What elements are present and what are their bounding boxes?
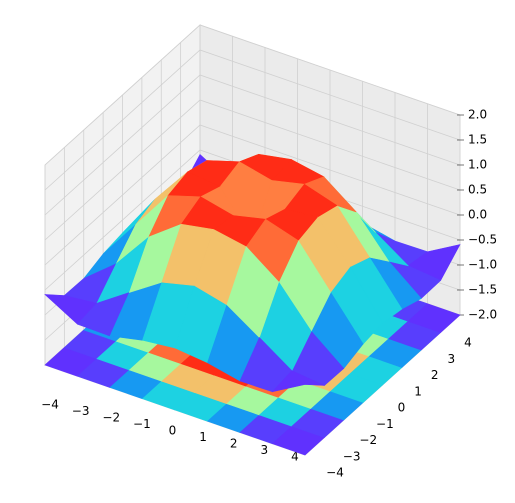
x-tick-label: 3 [261,443,269,457]
y-tick-label: −3 [343,449,361,463]
z-tick-label: 0.5 [468,183,487,197]
z-tick-label: 1.5 [468,133,487,147]
grid-line [44,149,461,291]
x-tick-label: 0 [169,424,177,438]
y-tick-label: 0 [398,401,406,415]
x-tick-label: −1 [133,417,151,431]
z-tick-label: 1.0 [468,158,487,172]
z-tick-label: −1.0 [468,258,497,272]
grid-line [44,74,461,216]
x-tick-label: 1 [199,430,207,444]
x-tick-label: −3 [72,404,90,418]
z-tick-label: 2.0 [468,108,487,122]
y-tick-label: −2 [359,433,377,447]
grid-line [44,99,461,241]
y-tick-label: 4 [464,336,472,350]
z-tick-label: −1.5 [468,283,497,297]
z-tick-label: −0.5 [468,233,497,247]
y-tick-label: 2 [431,368,439,382]
y-tick-label: −4 [326,466,344,480]
x-tick-label: 4 [291,450,299,464]
grid-line [44,24,461,166]
grid-line [44,49,461,191]
x-tick-label: 2 [230,437,238,451]
contour-cell [407,303,461,333]
y-tick-label: 1 [414,384,422,398]
z-tick-label: −2.0 [468,308,497,322]
x-tick-label: −4 [41,398,59,412]
surface-cell [271,370,325,393]
y-tick-label: 3 [448,352,456,366]
x-tick-label: −2 [102,411,120,425]
grid-line [44,124,461,266]
surface-cell [226,246,280,339]
y-tick-label: −1 [376,417,394,431]
z-tick-label: 0.0 [468,208,487,222]
